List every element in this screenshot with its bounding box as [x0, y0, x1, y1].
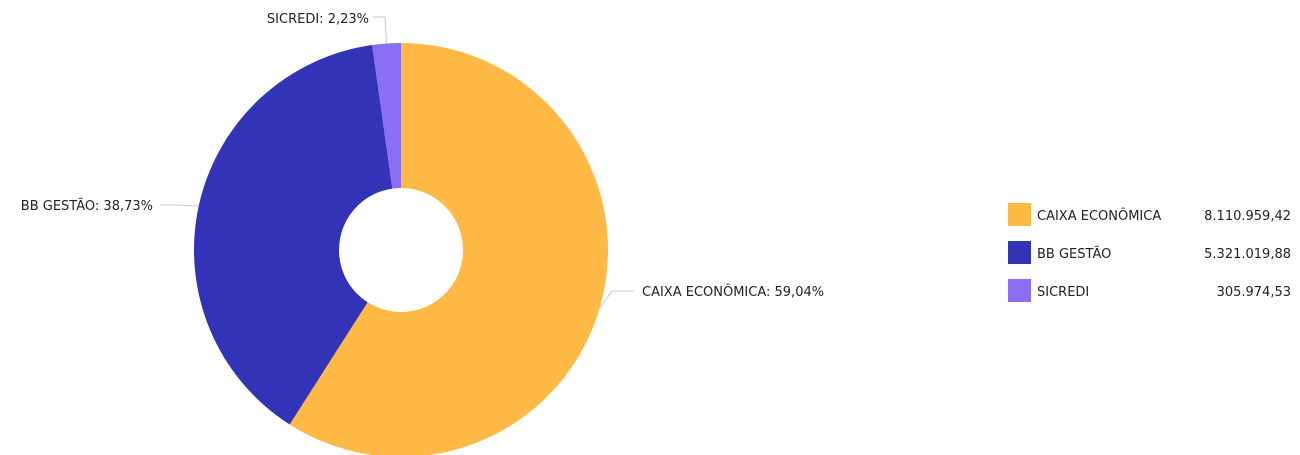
legend-swatch — [1008, 279, 1031, 302]
legend-label: SICREDI — [1037, 285, 1089, 300]
slice-label-bb-gestao: BB GESTÃO: 38,73% — [21, 198, 153, 214]
slice-sicredi[interactable] — [372, 43, 401, 189]
legend-value: 5.321.019,88 — [1204, 247, 1291, 262]
legend-item-sicredi[interactable]: SICREDI 305.974,53 — [1008, 279, 1291, 302]
legend: CAIXA ECONÔMICA 8.110.959,42 BB GESTÃO 5.32… — [1008, 203, 1291, 302]
slice-labels: CAIXA ECONÔMICA: 59,04% BB GESTÃO: 38,73%… — [21, 12, 824, 300]
leader-line-sicredi — [373, 16, 388, 44]
donut-slices — [194, 43, 608, 455]
leader-lines — [160, 16, 634, 309]
slice-caixa-economica[interactable] — [289, 43, 608, 455]
leader-line-bb-gestao — [160, 204, 199, 207]
legend-value: 305.974,53 — [1217, 285, 1291, 300]
legend-item-bb-gestao[interactable]: BB GESTÃO 5.321.019,88 — [1008, 241, 1291, 264]
slice-label-sicredi: SICREDI: 2,23% — [267, 12, 369, 27]
legend-swatch — [1008, 203, 1031, 226]
legend-label: BB GESTÃO — [1037, 246, 1111, 262]
legend-swatch — [1008, 241, 1031, 264]
leader-line-caixa-economica — [599, 290, 634, 309]
slice-bb-gestao[interactable] — [194, 45, 393, 425]
slice-label-caixa-economica: CAIXA ECONÔMICA: 59,04% — [642, 284, 824, 300]
legend-item-caixa-economica[interactable]: CAIXA ECONÔMICA 8.110.959,42 — [1008, 203, 1291, 226]
legend-value: 8.110.959,42 — [1204, 209, 1291, 224]
legend-label: CAIXA ECONÔMICA — [1037, 208, 1161, 224]
